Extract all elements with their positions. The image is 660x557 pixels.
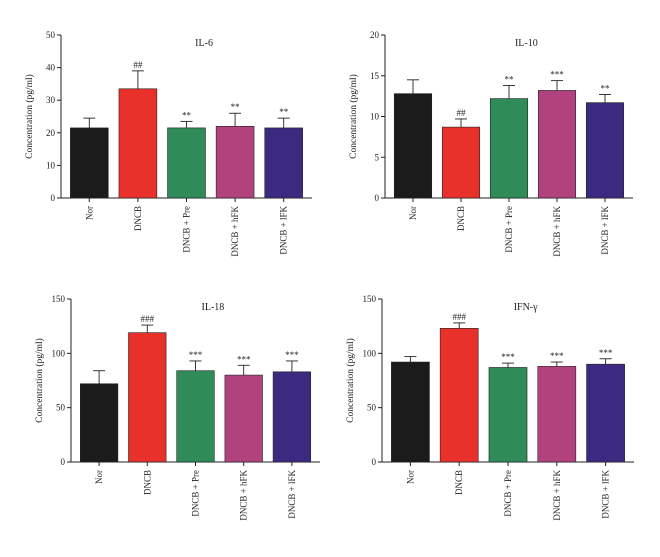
significance-label: ** <box>182 110 192 120</box>
x-tick-label: DNCB + hFK <box>230 206 240 257</box>
bar <box>393 93 433 199</box>
bar <box>167 127 206 199</box>
significance-label: *** <box>599 348 613 358</box>
x-tick-label: DNCB + Pre <box>182 206 192 253</box>
y-axis-label: Concentration (pg/ml) <box>348 74 359 159</box>
y-tick-label: 40 <box>46 63 56 73</box>
x-tick-label: DNCB + Pre <box>191 470 201 517</box>
bar <box>489 98 529 199</box>
y-tick-label: 0 <box>51 193 56 203</box>
bar <box>391 361 430 463</box>
bar <box>439 328 479 463</box>
x-tick-label: DNCB <box>133 206 143 231</box>
x-tick-label: DNCB + lFK <box>601 470 611 519</box>
x-tick-label: Nor <box>408 206 418 220</box>
chart-title: IL-6 <box>195 38 213 49</box>
bar <box>80 383 119 463</box>
bar <box>176 370 215 463</box>
significance-label: ## <box>133 60 143 70</box>
x-tick-label: DNCB + hFK <box>239 470 249 521</box>
bar <box>272 371 311 463</box>
x-tick-label: DNCB + lFK <box>287 470 297 519</box>
significance-label: ** <box>231 102 241 112</box>
significance-label: *** <box>550 70 564 80</box>
x-tick-label: DNCB + hFK <box>552 206 562 257</box>
x-tick-label: Nor <box>84 206 94 220</box>
bar <box>441 126 481 199</box>
significance-label: *** <box>550 351 564 361</box>
significance-label: ** <box>505 75 515 85</box>
y-tick-label: 30 <box>46 95 56 105</box>
significance-label: *** <box>237 354 251 364</box>
y-tick-label: 50 <box>56 403 66 413</box>
y-tick-label: 10 <box>46 160 56 170</box>
significance-label: ### <box>141 314 155 324</box>
y-tick-label: 0 <box>372 457 377 467</box>
significance-label: *** <box>285 350 299 360</box>
y-tick-label: 100 <box>52 348 66 358</box>
bar <box>215 125 255 199</box>
bar <box>585 102 625 199</box>
y-tick-label: 150 <box>52 294 66 304</box>
significance-label: ** <box>601 83 611 93</box>
chart-title: IFN-γ <box>514 302 538 313</box>
x-tick-label: DNCB <box>456 206 466 231</box>
y-axis-label: Concentration (pg/ml) <box>34 338 45 423</box>
x-tick-label: DNCB + lFK <box>279 206 289 255</box>
significance-label: ### <box>452 312 466 322</box>
panel-il-6: 0 10 20 30 40 50 IL-6 Concentration (pg/ml) Nor #… <box>24 30 312 257</box>
y-tick-label: 5 <box>375 152 380 162</box>
x-tick-label: DNCB + lFK <box>600 206 610 255</box>
x-tick-label: DNCB + hFK <box>552 470 562 521</box>
chart-title: IL-18 <box>202 302 225 313</box>
y-axis-label: Concentration (pg/ml) <box>345 338 356 423</box>
bar <box>70 127 109 199</box>
y-axis-label: Concentration (pg/ml) <box>24 74 35 159</box>
y-tick-label: 0 <box>375 193 380 203</box>
x-tick-label: Nor <box>94 470 104 484</box>
y-tick-label: 150 <box>363 294 377 304</box>
significance-label: *** <box>189 350 203 360</box>
significance-label: ## <box>457 108 467 118</box>
bar <box>264 127 303 199</box>
bar <box>586 363 625 463</box>
panel-il-18: 0 50 100 150 IL-18 Concentration (pg/ml) Nor ##… <box>34 294 320 521</box>
significance-label: ** <box>279 107 289 117</box>
x-tick-label: Nor <box>405 470 415 484</box>
x-tick-label: DNCB + Pre <box>504 206 514 253</box>
y-tick-label: 20 <box>370 30 380 40</box>
x-tick-label: DNCB <box>454 470 464 495</box>
panel-ifn-gamma: 0 50 100 150 IFN-γ Concentration (pg/ml) Nor ##… <box>345 294 634 521</box>
bar <box>128 332 167 463</box>
bar <box>488 367 528 463</box>
significance-label: *** <box>501 352 515 362</box>
y-tick-label: 100 <box>363 348 377 358</box>
y-tick-label: 10 <box>370 112 380 122</box>
bar <box>537 90 577 199</box>
y-tick-label: 0 <box>61 457 66 467</box>
bar <box>118 88 158 199</box>
x-tick-label: DNCB <box>142 470 152 495</box>
y-tick-label: 50 <box>46 30 56 40</box>
y-tick-label: 15 <box>370 71 380 81</box>
x-tick-label: DNCB + Pre <box>503 470 513 517</box>
bar <box>224 374 263 463</box>
y-tick-label: 20 <box>46 128 56 138</box>
chart-title: IL-10 <box>515 38 538 49</box>
panel-il-10: 0 5 10 15 20 IL-10 Concentration (pg/ml) Nor ## D… <box>348 30 633 257</box>
y-tick-label: 50 <box>367 403 377 413</box>
bar <box>537 366 577 463</box>
